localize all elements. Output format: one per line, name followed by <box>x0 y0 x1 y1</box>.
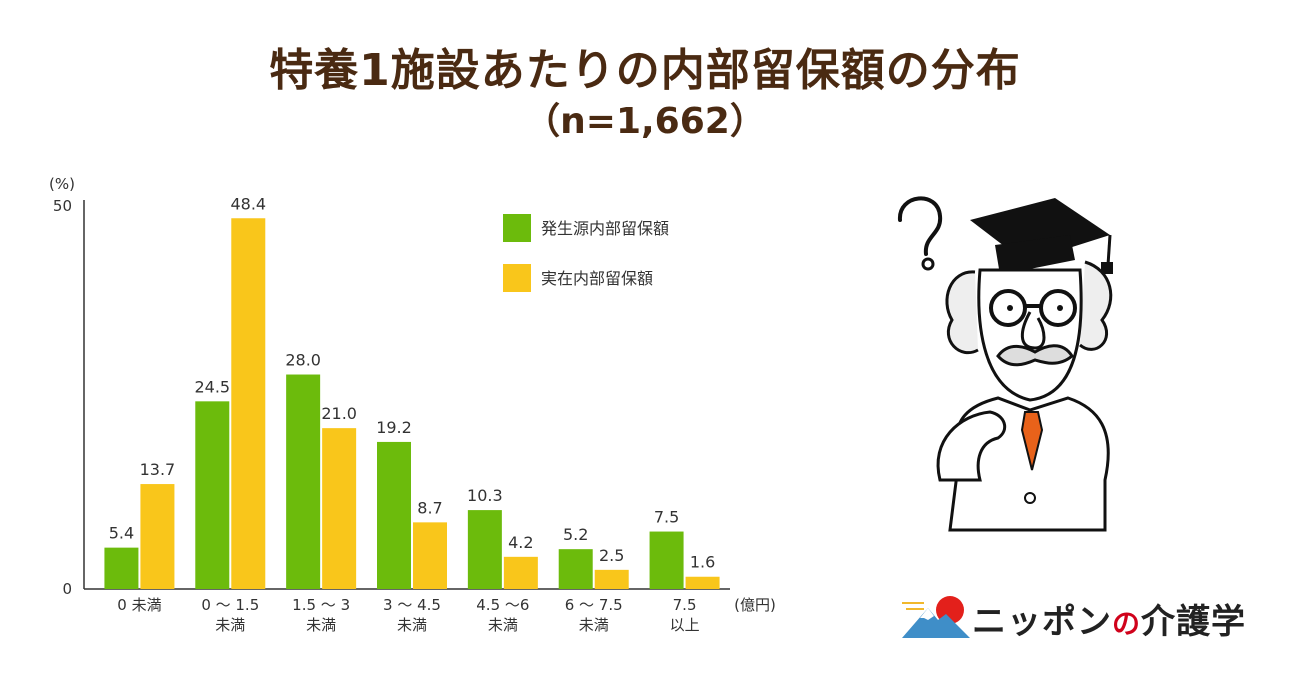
bar-series1 <box>104 547 139 589</box>
x-tick-label: 6 ～ 7.5 <box>565 596 623 614</box>
x-tick-label: 4.5 ～6 <box>476 596 529 614</box>
x-tick-label: 未満 <box>397 616 427 634</box>
logo-text-a: ニッポン <box>972 602 1112 642</box>
x-tick-label: 7.5 <box>673 596 697 614</box>
bar-series1 <box>377 441 411 589</box>
data-label: 10.3 <box>467 486 503 505</box>
bar-series2 <box>594 569 629 589</box>
x-tick-label: 以上 <box>670 616 700 634</box>
data-label: 8.7 <box>417 498 442 517</box>
data-label: 5.4 <box>109 524 134 543</box>
data-label: 5.2 <box>563 525 588 544</box>
chart-title: 特養1施設あたりの内部留保額の分布 <box>269 45 1021 96</box>
bar-series1 <box>558 549 593 589</box>
bar-series1 <box>649 531 684 589</box>
data-label: 2.5 <box>599 546 624 565</box>
x-tick-label: 0 未満 <box>117 596 161 614</box>
y-axis-unit-label: (%) <box>49 175 75 193</box>
x-tick-label: 1.5 ～ 3 <box>292 596 350 614</box>
bar-chart: (%) 0 50 (億円) 5.4 13.7 0 未満 24.5 48.4 0 ～ 1.5 未満 28… <box>49 175 776 634</box>
legend-swatch <box>503 264 531 292</box>
y-tick-label: 0 <box>62 580 72 598</box>
bar-series2 <box>322 428 357 589</box>
x-tick-label: 未満 <box>579 616 609 634</box>
brand-logo: ニッポンの介護学 <box>902 592 1262 642</box>
data-label: 21.0 <box>321 404 357 423</box>
legend-label: 発生源内部留保額 <box>541 219 669 238</box>
bar-series2 <box>503 556 538 589</box>
data-label: 7.5 <box>654 508 679 527</box>
bar-series1 <box>467 510 502 589</box>
professor-illustration-icon <box>897 196 1113 532</box>
legend-swatch <box>503 214 531 242</box>
x-tick-label: 未満 <box>306 616 336 634</box>
data-label: 48.4 <box>230 194 266 213</box>
x-tick-label: 3 ～ 4.5 <box>383 596 441 614</box>
mount-fuji-sun-icon <box>902 596 970 638</box>
logo-text-no: の <box>1112 607 1142 640</box>
x-tick-label: 未満 <box>215 616 245 634</box>
y-tick-label: 50 <box>53 197 72 215</box>
bar-series2 <box>685 576 720 589</box>
brand-logo-text: ニッポンの介護学 <box>972 594 1246 643</box>
data-label: 4.2 <box>508 533 533 552</box>
bar-series1 <box>286 374 321 589</box>
x-axis-unit-label: (億円) <box>734 596 776 614</box>
bar-series2 <box>231 218 266 590</box>
bar-series1 <box>195 401 230 589</box>
logo-text-b: 介護学 <box>1141 602 1247 642</box>
chart-subtitle: （n=1,662） <box>524 101 766 142</box>
bar-series2 <box>140 484 175 589</box>
x-tick-label: 0 ～ 1.5 <box>201 596 259 614</box>
legend-label: 実在内部留保額 <box>541 269 653 288</box>
bar-series2 <box>413 522 447 589</box>
data-label: 13.7 <box>140 460 176 479</box>
data-label: 19.2 <box>376 418 412 437</box>
data-label: 28.0 <box>285 351 321 370</box>
x-tick-label: 未満 <box>488 616 518 634</box>
data-label: 24.5 <box>194 377 230 396</box>
data-label: 1.6 <box>690 553 715 572</box>
